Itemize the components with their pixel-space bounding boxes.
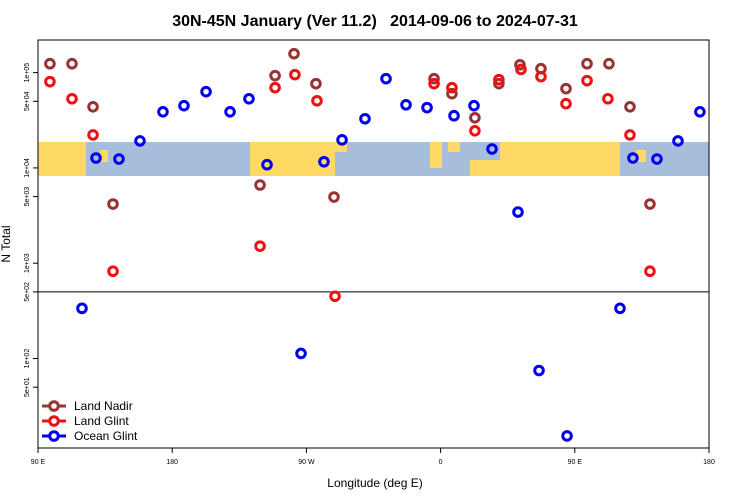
point	[644, 198, 656, 210]
point	[535, 70, 547, 83]
point	[624, 129, 636, 141]
y-tick-label: 1e+04	[24, 158, 31, 178]
point	[224, 106, 236, 118]
point	[380, 72, 392, 85]
y-tick-label: 1e+05	[24, 63, 31, 83]
point	[493, 77, 505, 90]
x-tick-label: 180	[703, 459, 715, 466]
y-tick-label: 5e+03	[24, 187, 31, 207]
legend-marker	[48, 415, 60, 427]
point	[113, 153, 125, 165]
point	[428, 72, 440, 85]
point	[243, 92, 255, 105]
point	[469, 111, 481, 124]
y-axis-label: N Total	[0, 225, 13, 262]
point	[44, 57, 56, 70]
point	[614, 302, 626, 315]
point	[261, 158, 273, 171]
point	[329, 290, 341, 303]
point	[200, 85, 212, 98]
plot-frame	[37, 39, 710, 449]
point	[66, 92, 78, 105]
point	[603, 57, 615, 70]
point	[288, 47, 300, 60]
point	[627, 152, 639, 164]
point	[493, 73, 505, 86]
point	[512, 206, 524, 218]
point	[446, 81, 458, 94]
point	[560, 82, 572, 95]
point	[581, 74, 593, 87]
point	[515, 63, 527, 76]
point	[533, 364, 545, 377]
point	[311, 94, 323, 107]
point	[87, 100, 99, 113]
point	[400, 98, 412, 111]
point	[76, 302, 88, 315]
point	[269, 81, 281, 94]
y-tick-label: 5e+04	[24, 91, 31, 111]
point	[428, 77, 440, 90]
point	[602, 92, 614, 105]
point	[289, 68, 301, 81]
point	[107, 265, 119, 278]
point	[469, 125, 481, 137]
legend-marker	[48, 430, 60, 442]
point	[134, 135, 146, 147]
point	[624, 100, 636, 113]
y-tick-label: 1e+03	[24, 253, 31, 273]
x-axis-label: Longitude (deg E)	[327, 476, 422, 490]
point	[295, 347, 307, 360]
point	[468, 99, 480, 112]
x-tick-label: 90 E	[568, 459, 583, 466]
legend-label: Land Nadir	[74, 399, 133, 413]
map-band	[38, 142, 709, 176]
point	[178, 99, 190, 112]
chart-title: 30N-45N January (Ver 11.2) 2014-09-06 to…	[172, 13, 578, 30]
y-tick-label: 5e+02	[24, 282, 31, 302]
x-tick-label: 90 E	[31, 459, 46, 466]
point	[336, 134, 348, 146]
point	[651, 153, 663, 165]
x-tick-label: 90 W	[298, 459, 315, 466]
y-tick-label: 1e+02	[24, 349, 31, 369]
point	[581, 57, 593, 70]
point	[87, 129, 99, 141]
point	[694, 106, 706, 118]
point	[561, 430, 573, 442]
point	[421, 101, 433, 114]
point	[254, 179, 266, 191]
point	[66, 57, 78, 70]
legend-label: Ocean Glint	[74, 429, 138, 443]
point	[254, 240, 266, 252]
point	[157, 106, 169, 118]
x-tick-label: 180	[166, 459, 178, 466]
point	[107, 198, 119, 210]
point	[310, 77, 322, 90]
y-tick-label: 5e+01	[24, 377, 31, 397]
point	[644, 265, 656, 278]
point	[448, 109, 460, 122]
point	[90, 152, 102, 164]
point	[318, 155, 330, 168]
point	[486, 143, 498, 155]
point	[44, 75, 56, 88]
legend-label: Land Glint	[74, 414, 129, 428]
point	[446, 87, 458, 100]
x-tick-label: 0	[439, 459, 443, 466]
legend-marker	[48, 400, 60, 412]
point	[672, 135, 684, 147]
point	[328, 191, 340, 203]
point	[560, 97, 572, 110]
point	[269, 69, 281, 82]
point	[359, 112, 371, 125]
